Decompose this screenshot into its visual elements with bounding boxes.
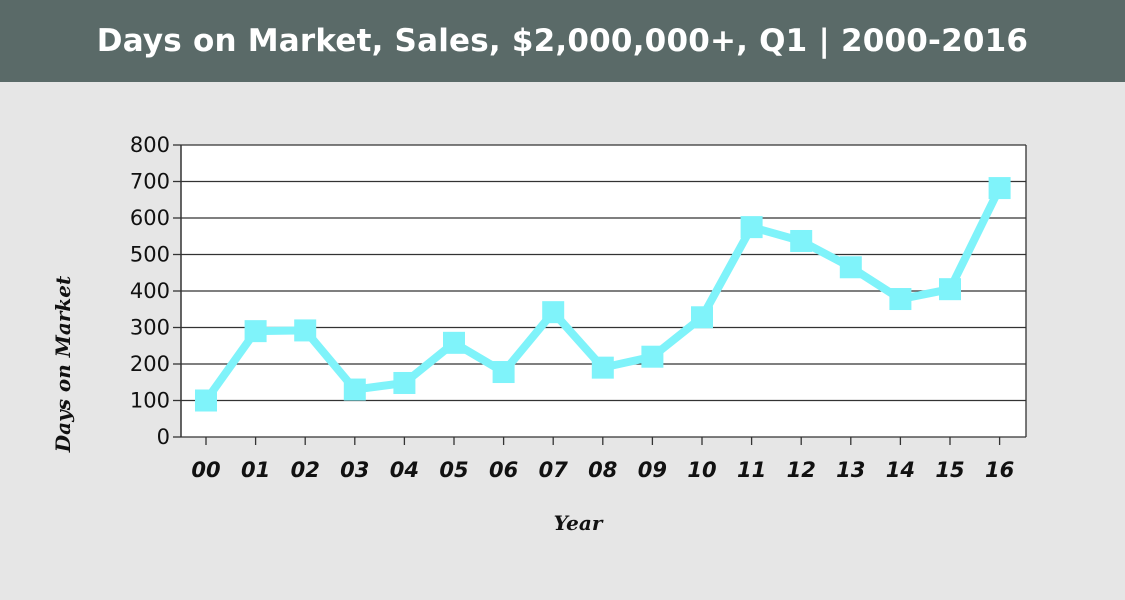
- x-tick-label: 13: [836, 458, 865, 482]
- data-point: [790, 229, 813, 252]
- x-axis-ticks: 00 01 02 03 04 05 06 07 08 09 10 11 12 13 14 15 16: [191, 437, 1014, 482]
- data-point: [591, 356, 614, 379]
- data-point: [393, 371, 416, 394]
- data-point: [492, 361, 515, 384]
- data-point: [195, 389, 217, 412]
- y-tick-label: 200: [130, 352, 170, 376]
- data-point: [740, 216, 763, 239]
- x-tick-label: 11: [737, 458, 766, 482]
- data-point: [542, 301, 565, 324]
- y-tick-label: 500: [130, 243, 170, 267]
- y-tick-label: 300: [130, 316, 170, 340]
- data-point: [443, 331, 465, 354]
- y-axis-label: Days on Market: [51, 275, 75, 453]
- data-point: [839, 256, 862, 279]
- y-tick-label: 600: [130, 206, 170, 230]
- data-point: [294, 319, 317, 342]
- x-tick-label: 09: [638, 458, 667, 482]
- x-tick-label: 10: [687, 458, 716, 482]
- data-series: [195, 177, 1011, 412]
- x-axis-label: Year: [554, 511, 604, 535]
- chart-title: Days on Market, Sales, $2,000,000+, Q1 |…: [96, 23, 1029, 59]
- y-tick-label: 0: [157, 425, 170, 449]
- data-point: [641, 345, 664, 368]
- x-tick-label: 08: [588, 458, 617, 482]
- data-point: [691, 306, 713, 329]
- y-tick-label: 400: [130, 279, 170, 303]
- x-tick-label: 03: [340, 458, 369, 482]
- x-tick-label: 05: [439, 458, 468, 482]
- chart-area: 0 100 200 300 400 500 600 700 800 00 01 02 03 04 05 06…: [51, 133, 1027, 535]
- x-tick-label: 12: [787, 458, 816, 482]
- title-bar: Days on Market, Sales, $2,000,000+, Q1 |…: [0, 0, 1125, 82]
- x-tick-label: 07: [539, 458, 569, 482]
- x-tick-label: 01: [241, 458, 270, 482]
- y-axis-ticks: 0 100 200 300 400 500 600 700 800: [130, 133, 181, 449]
- y-tick-label: 100: [130, 389, 170, 413]
- x-tick-label: 00: [191, 458, 220, 482]
- y-tick-label: 700: [130, 170, 170, 194]
- data-point: [889, 288, 912, 311]
- data-point: [244, 320, 267, 343]
- data-point: [939, 278, 961, 301]
- x-tick-label: 16: [985, 458, 1014, 482]
- x-tick-label: 02: [291, 458, 320, 482]
- data-point: [988, 177, 1011, 200]
- x-tick-label: 04: [390, 458, 419, 482]
- x-tick-label: 15: [935, 458, 964, 482]
- data-point: [343, 378, 366, 401]
- x-tick-label: 06: [489, 458, 518, 482]
- y-tick-label: 800: [130, 133, 170, 157]
- x-tick-label: 14: [886, 458, 915, 482]
